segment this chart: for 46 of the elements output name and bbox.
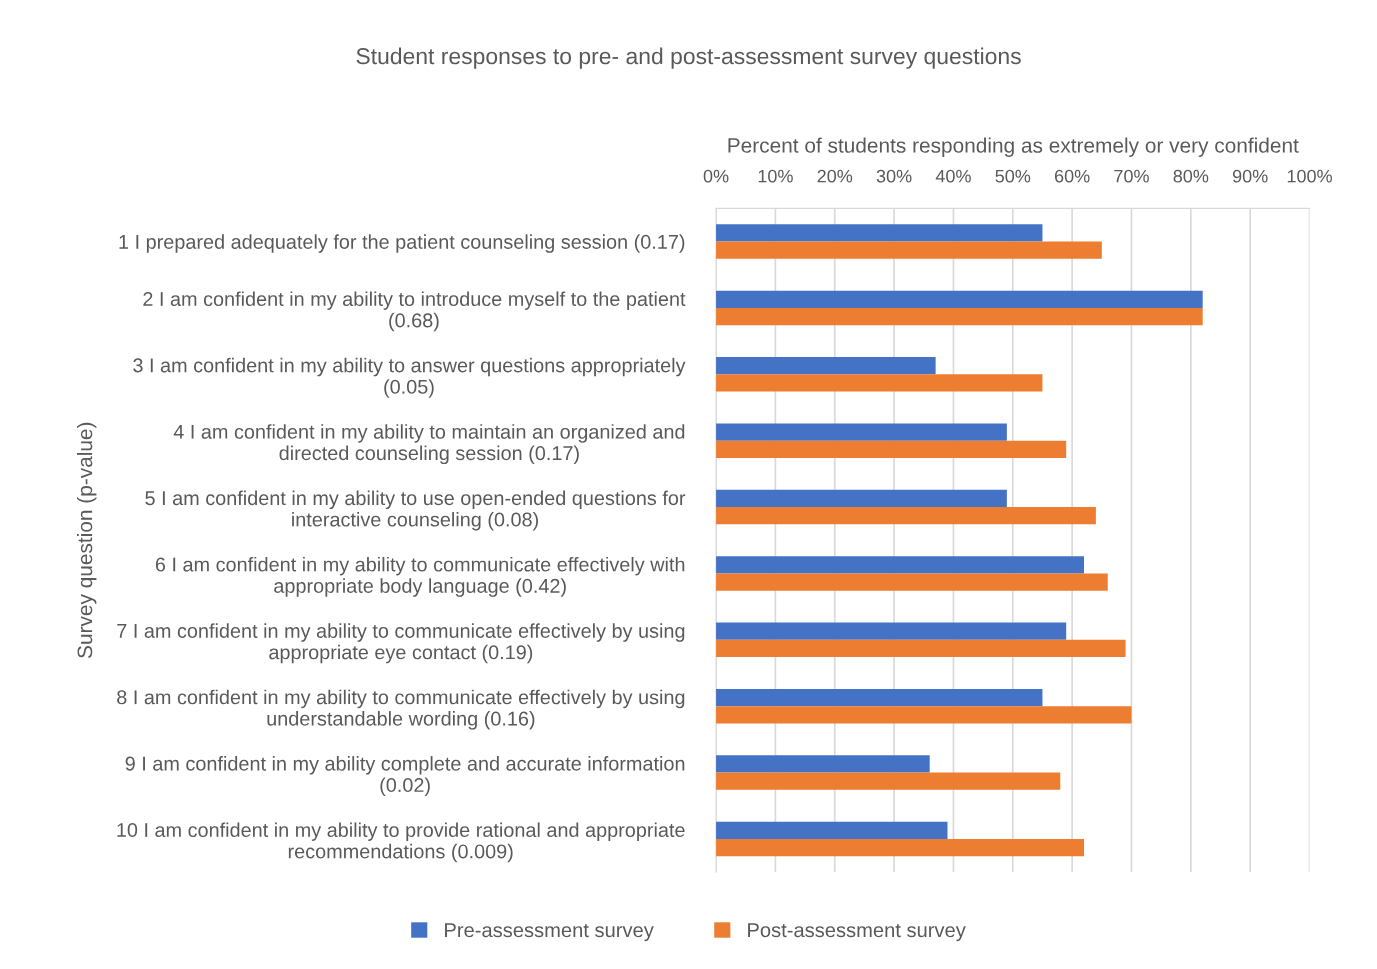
- bar: [716, 706, 1132, 724]
- y-tick-label: 9 I am confident in my ability complete and accurate information (0.02): [125, 756, 685, 796]
- x-tick-label: 0%: [703, 169, 729, 183]
- bar: [716, 755, 930, 773]
- y-tick-label: 10 I am confident in my ability to provide rational and appropriate recommendations (0.009): [117, 822, 685, 863]
- x-axis-title: Percent of students responding as extremely or very confident: [728, 137, 1299, 157]
- x-tick-label: 40%: [935, 169, 971, 183]
- bar: [716, 838, 1084, 857]
- bar: [716, 423, 1007, 441]
- bar: [716, 622, 1067, 640]
- bar: [716, 573, 1108, 591]
- bar: [716, 772, 1061, 790]
- y-tick-label: 6 I am confident in my ability to communicate effectively with appropriate body language (0.42): [155, 556, 685, 597]
- x-tick-label: 20%: [817, 169, 853, 183]
- y-axis-title: Survey question (p-value): [76, 422, 97, 658]
- bar: [716, 224, 1043, 242]
- bar: [716, 639, 1126, 658]
- bar: [716, 357, 936, 375]
- bar: [716, 556, 1084, 574]
- chart-title: Student responses to pre- and post-assessment survey questions: [356, 47, 1021, 69]
- legend-label: Pre-assessment survey: [445, 923, 654, 942]
- x-tick-label: 70%: [1114, 169, 1149, 183]
- bar: [716, 374, 1043, 392]
- bar: [716, 489, 1007, 508]
- bar: [716, 688, 1043, 707]
- bar: [716, 290, 1203, 308]
- y-tick-label: 3 I am confident in my ability to answer questions appropriately (0.05): [133, 357, 686, 398]
- x-tick-label: 100%: [1287, 169, 1332, 183]
- legend-label: Post-assessment survey: [748, 923, 966, 942]
- x-tick-label: 30%: [876, 169, 912, 183]
- bar: [716, 241, 1102, 259]
- bar: [716, 440, 1067, 458]
- y-tick-label: 5 I am confident in my ability to use open-ended questions for interactive counseling (0.08): [145, 490, 686, 531]
- x-tick-label: 90%: [1232, 169, 1268, 183]
- y-tick-label: 2 I am confident in my ability to introduce myself to the patient (0.68): [143, 291, 686, 332]
- bar: [716, 307, 1203, 326]
- x-tick-label: 60%: [1054, 169, 1090, 183]
- bar: [716, 507, 1096, 525]
- x-tick-label: 10%: [758, 169, 793, 183]
- y-tick-label: 7 I am confident in my ability to communicate effectively by using appropriate eye contact (0.19): [117, 623, 685, 664]
- y-tick-label: 1 I prepared adequately for the patient counseling session (0.17): [119, 234, 685, 253]
- y-tick-label: 8 I am confident in my ability to communicate effectively by using understandable wording (0.16): [117, 689, 685, 730]
- x-tick-label: 50%: [995, 169, 1031, 183]
- y-tick-label: 4 I am confident in my ability to maintain an organized and directed counseling session (0.17): [173, 424, 685, 465]
- bar: [716, 821, 948, 839]
- x-tick-label: 80%: [1173, 169, 1209, 183]
